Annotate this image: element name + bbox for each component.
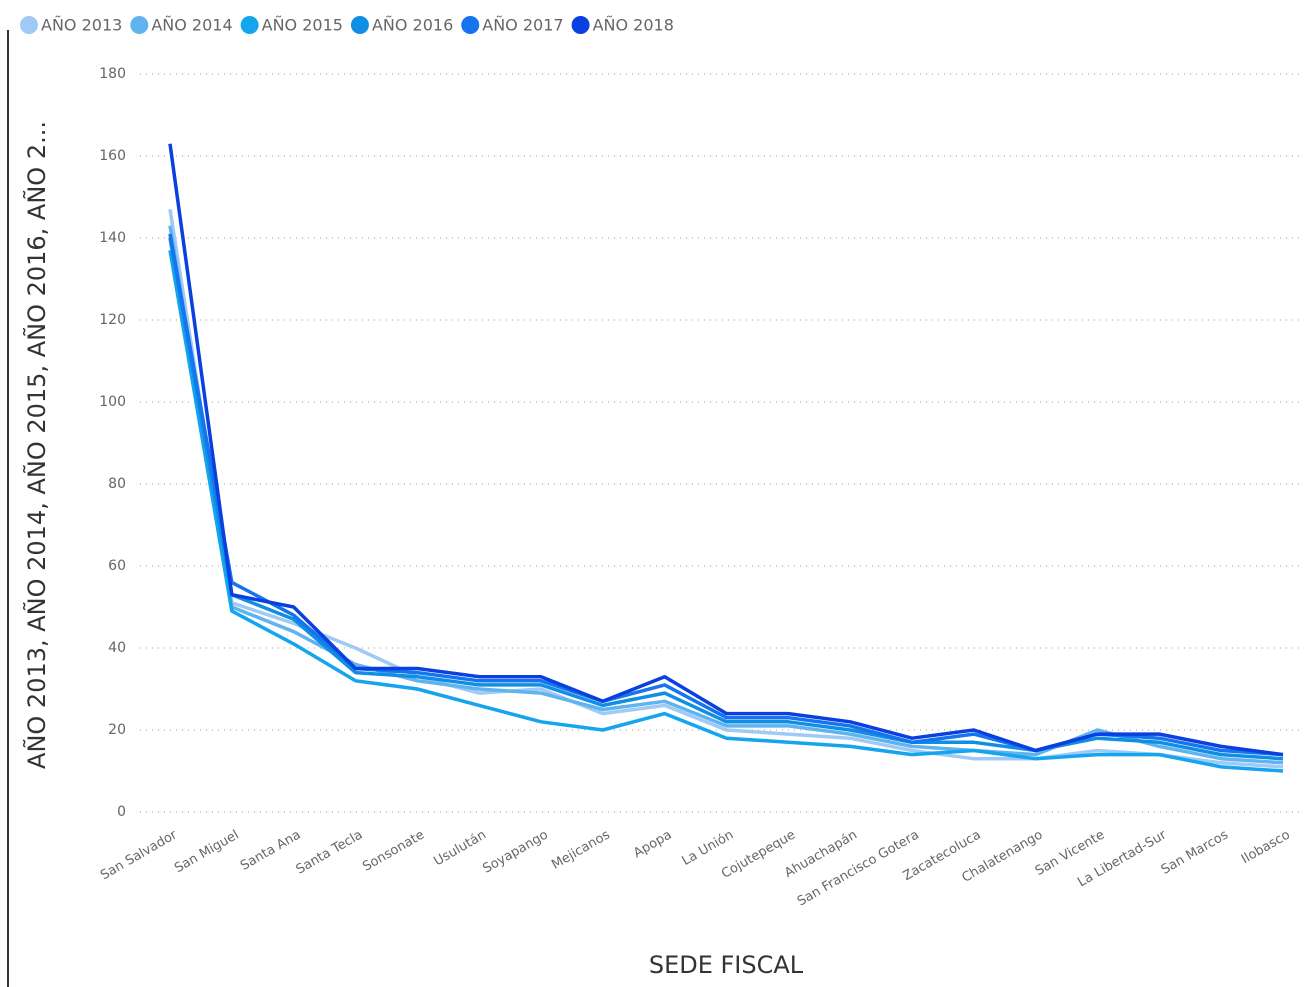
y-tick-label: 140 [99,230,126,246]
series-line [168,143,1284,757]
legend-marker [130,16,149,34]
y-tick-label: 160 [99,148,126,164]
series-line [168,209,1284,769]
x-tick-label: San Marcos [1159,827,1231,877]
y-tick-label: 120 [99,312,126,328]
y-axis-title: AÑO 2013, AÑO 2014, AÑO 2015, AÑO 2016, … [21,121,51,769]
x-tick-label: Ilobasco [1239,827,1293,867]
x-tick-label: Mejicanos [549,827,613,872]
series-line [168,225,1284,765]
legend-marker [20,16,38,34]
legend-label: AÑO 2018 [593,16,674,35]
y-tick-label: 100 [99,394,126,410]
x-tick-label: Apopa [631,828,674,862]
legend-label: AÑO 2015 [262,16,343,35]
y-tick-label: 40 [108,640,126,656]
x-tick-label: Santa Ana [238,828,303,874]
y-tick-label: 80 [108,476,126,492]
y-tick-label: 0 [117,804,126,820]
x-tick-label: Sonsonate [360,828,427,875]
legend-label: AÑO 2013 [41,16,122,35]
series-line [168,237,1284,761]
x-tick-label: Soyapango [480,827,550,876]
x-tick-label: Santa Tecla [294,828,366,878]
y-tick-label: 20 [108,722,126,738]
x-tick-label: San Miguel [172,828,241,877]
legend-marker [461,16,480,34]
legend-marker [571,16,590,34]
series-line [168,250,1284,773]
series-line [168,233,1284,757]
y-tick-label: 180 [99,66,126,82]
legend-label: AÑO 2017 [482,16,563,35]
x-tick-label: San Salvador [98,827,180,883]
x-axis-title: SEDE FISCAL [649,951,804,979]
legend-label: AÑO 2014 [151,16,232,35]
y-tick-label: 60 [108,558,126,574]
legend-marker [240,16,259,34]
legend-marker [350,16,369,34]
legend-label: AÑO 2016 [372,16,453,35]
